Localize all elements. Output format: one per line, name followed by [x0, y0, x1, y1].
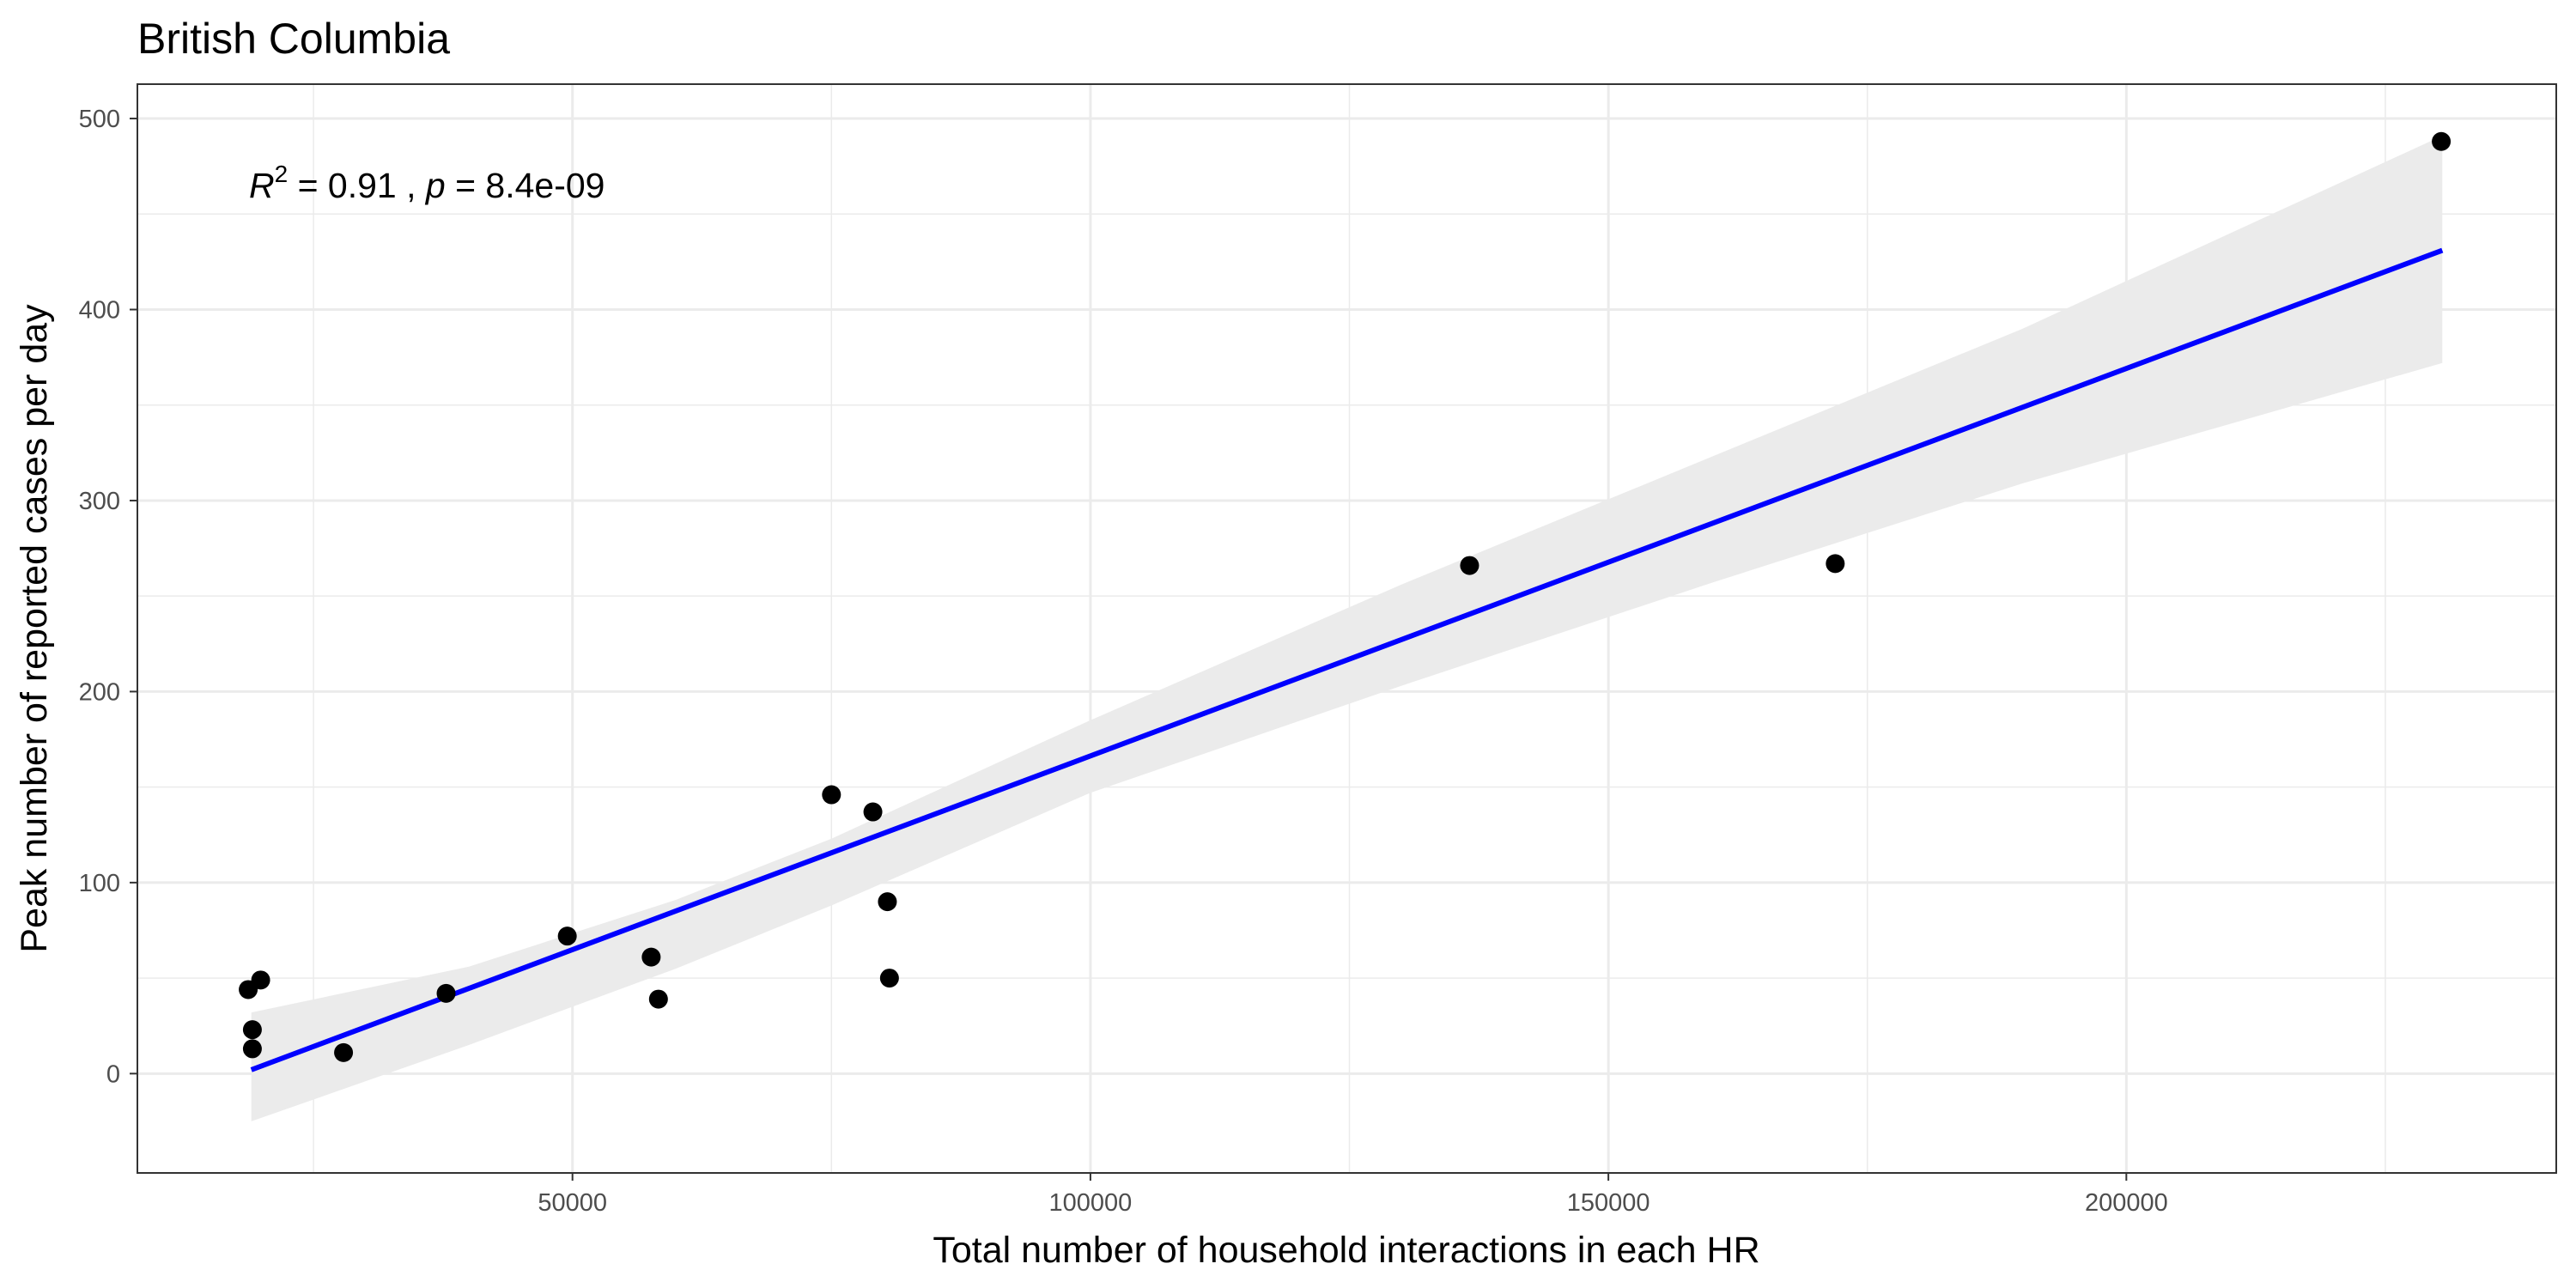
y-tick-label: 400: [79, 296, 120, 324]
axis-ticks: [130, 118, 2128, 1181]
r-symbol: R: [249, 166, 275, 205]
regression-line: [250, 247, 2444, 1072]
data-point: [334, 1042, 354, 1062]
p-symbol: p: [424, 166, 446, 205]
data-point: [822, 785, 841, 805]
data-point: [242, 1039, 262, 1059]
y-axis-tick-labels: 0 100 200 300 400 500: [79, 106, 120, 1088]
p-value: = 8.4e-09: [446, 166, 605, 205]
data-point: [648, 989, 668, 1009]
x-tick-label: 50000: [538, 1189, 607, 1217]
chart-title: British Columbia: [137, 15, 450, 63]
y-tick-label: 0: [106, 1060, 120, 1088]
data-point: [1826, 554, 1845, 574]
data-point: [879, 969, 899, 988]
y-axis-title: Peak number of reported cases per day: [14, 304, 55, 953]
data-point: [878, 892, 897, 912]
y-tick-label: 500: [79, 106, 120, 133]
x-axis-tick-labels: 50000 100000 150000 200000: [538, 1189, 2167, 1217]
data-point: [436, 983, 456, 1003]
y-tick-label: 200: [79, 678, 120, 706]
y-tick-label: 100: [79, 870, 120, 897]
x-tick-label: 150000: [1567, 1189, 1650, 1217]
y-tick-label: 300: [79, 488, 120, 515]
r-value: = 0.91 ,: [288, 166, 426, 205]
data-points: [239, 131, 2451, 1062]
r-superscript: 2: [275, 161, 289, 187]
data-point: [1460, 556, 1479, 575]
data-point: [863, 802, 883, 822]
data-point: [2432, 131, 2451, 151]
r-squared-annotation: R2 = 0.91 , p = 8.4e-09: [249, 161, 605, 205]
x-tick-label: 200000: [2085, 1189, 2168, 1217]
data-point: [557, 927, 577, 946]
panel-border: [137, 83, 2557, 1174]
data-point: [251, 970, 270, 990]
x-tick-label: 100000: [1049, 1189, 1133, 1217]
confidence-band: [251, 136, 2443, 1121]
data-point: [242, 1020, 262, 1040]
x-axis-title: Total number of household interactions i…: [933, 1230, 1759, 1271]
data-point: [641, 947, 661, 967]
